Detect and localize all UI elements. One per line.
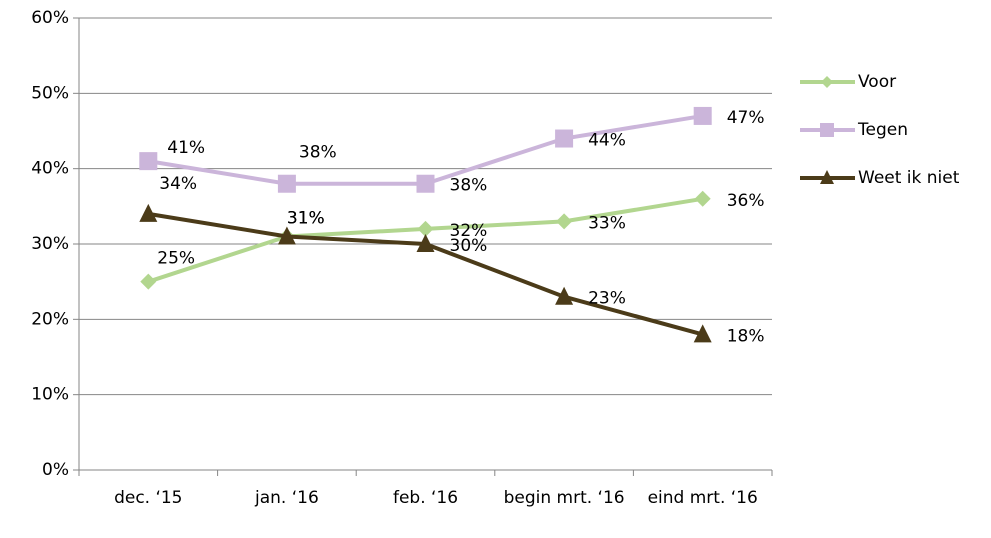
data-label: 34% (159, 174, 197, 194)
marker (416, 174, 435, 193)
marker (277, 174, 296, 193)
marker (694, 190, 711, 207)
y-tick-label: 10% (31, 385, 69, 405)
x-tick-label: eind mrt. ‘16 (647, 488, 758, 508)
marker (820, 123, 834, 137)
data-label: 30% (450, 236, 488, 256)
data-label: 33% (588, 213, 626, 233)
data-label: 36% (727, 191, 765, 211)
marker (417, 220, 434, 237)
x-tick-label: feb. ‘16 (392, 488, 459, 508)
marker (277, 226, 296, 245)
data-label: 31% (287, 208, 325, 228)
y-tick-label: 20% (31, 309, 69, 329)
data-label: 18% (727, 326, 765, 346)
y-tick-label: 0% (42, 460, 69, 480)
marker (821, 76, 833, 88)
marker (820, 170, 834, 184)
marker (693, 324, 712, 343)
marker (139, 152, 158, 171)
data-label: 23% (588, 289, 626, 309)
x-tick-label: begin mrt. ‘16 (503, 488, 625, 508)
marker (556, 213, 573, 230)
legend-label: Tegen (857, 120, 908, 140)
marker (139, 203, 158, 222)
x-tick-label: dec. ‘15 (114, 488, 183, 508)
y-tick-label: 50% (31, 83, 69, 103)
y-tick-label: 60% (31, 8, 69, 28)
data-label: 47% (727, 108, 765, 128)
marker (693, 106, 712, 125)
data-label: 32% (450, 221, 488, 241)
legend-label: Voor (858, 72, 896, 92)
marker (140, 273, 157, 290)
marker (416, 234, 435, 252)
y-tick-label: 40% (31, 159, 69, 179)
data-label: 38% (299, 143, 337, 163)
data-label: 31% (287, 208, 325, 228)
data-label: 41% (167, 138, 205, 158)
x-tick-label: jan. ‘16 (255, 488, 319, 508)
data-label: 38% (450, 176, 488, 196)
legend-label: Weet ik niet (858, 168, 960, 188)
data-label: 25% (157, 249, 195, 269)
marker (555, 129, 574, 148)
y-tick-label: 30% (31, 234, 69, 254)
data-label: 44% (588, 131, 626, 151)
marker (555, 286, 574, 305)
